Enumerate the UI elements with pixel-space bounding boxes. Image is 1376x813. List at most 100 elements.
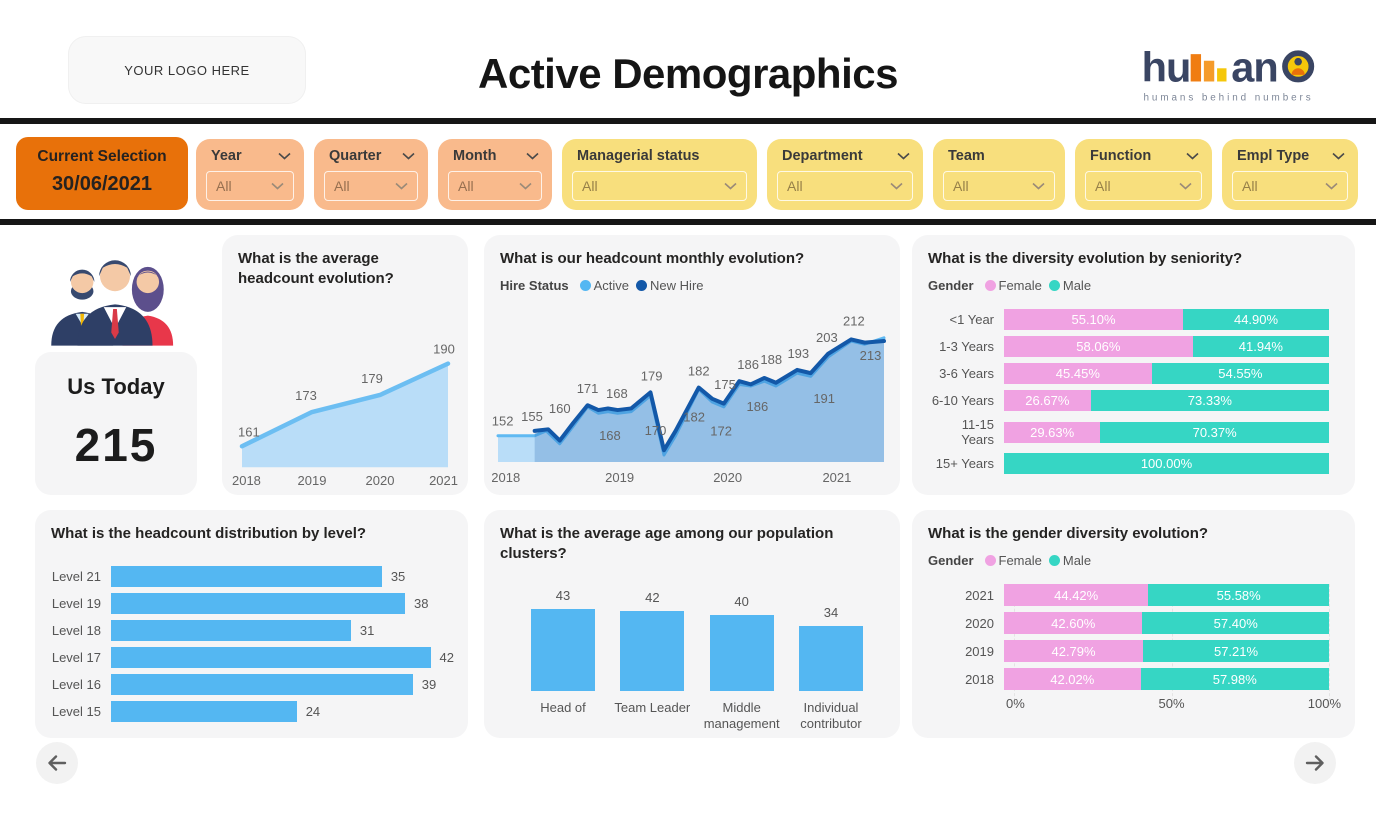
new-hire-area[interactable] [534,339,884,462]
slicer-dropdown[interactable]: All [206,171,294,201]
bar-segment-male[interactable]: 57.21% [1143,640,1329,662]
data-label: 39 [421,677,437,692]
slicer-dropdown[interactable]: All [777,171,913,201]
slicer-header: Function [1075,139,1212,164]
chevron-down-icon[interactable] [519,182,532,190]
next-page-button[interactable] [1294,742,1336,784]
category-label: Individual contributor [800,700,862,731]
bar-segment-male[interactable]: 44.90% [1183,309,1329,330]
brand-text-right: an [1231,43,1278,90]
data-label: 203 [816,330,838,345]
slicer-dropdown[interactable]: All [324,171,418,201]
chart-title: What is the average headcount evolution? [238,250,394,287]
legend-item[interactable]: Male [1048,278,1091,293]
kpi-value: 215 [74,419,158,471]
previous-page-button[interactable] [36,742,78,784]
data-label: 161 [238,424,260,439]
bar[interactable] [111,566,382,587]
slicer-value: All [787,178,803,194]
column-bar[interactable] [531,609,595,691]
chevron-down-icon[interactable] [890,182,903,190]
legend-dot-icon [579,279,591,291]
bar[interactable] [111,647,431,668]
legend-item[interactable]: Female [984,278,1042,293]
chevron-down-icon[interactable] [278,152,291,160]
slicer-dropdown[interactable]: All [943,171,1055,201]
bar-segment-female[interactable]: 42.60% [1004,612,1143,634]
slicer-label: Empl Type [1237,148,1310,164]
column-bar[interactable] [709,615,774,691]
bar[interactable] [111,701,297,722]
slicer-dropdown[interactable]: All [1085,171,1202,201]
legend-title: Hire Status [500,277,569,293]
chevron-down-icon[interactable] [526,152,539,160]
category-label: Level 16 [51,677,101,692]
slicer-label: Function [1090,148,1152,164]
bar-segment-female[interactable]: 45.45% [1004,363,1152,384]
bar-segment-male[interactable]: 70.37% [1100,421,1329,443]
slicer-value: All [1242,178,1258,194]
legend-label: Male [1062,552,1092,568]
data-label: 42 [645,590,660,606]
legend-item[interactable]: Male [1048,552,1092,568]
chart-title: What is the gender diversity evolution? [928,525,1209,542]
slicer-dropdown[interactable]: All [448,171,542,201]
category-label: Level 19 [51,596,101,611]
chevron-down-icon[interactable] [402,152,415,160]
slicer-dropdown[interactable]: All [572,171,747,201]
bar-segment-male[interactable]: 41.94% [1192,336,1329,357]
slicer-dropdown[interactable]: All [1232,171,1348,201]
data-label: 34 [823,605,839,621]
column-bar[interactable] [620,611,685,691]
column-bar[interactable] [798,626,863,691]
slicer-header: Month [438,139,552,164]
page-title: Active Demographics [478,50,898,97]
legend-item[interactable]: Female [984,553,1042,568]
chevron-down-icon[interactable] [897,152,910,160]
data-label: 43 [555,588,571,604]
stacked-bar-row: 6-10 Years 26.67% 73.33% [928,390,1329,411]
active-area[interactable] [498,337,884,462]
chevron-down-icon[interactable] [271,182,284,190]
bar-segment-female[interactable]: 44.42% [1004,584,1149,606]
bar[interactable] [111,620,351,641]
chevron-down-icon[interactable] [395,182,408,190]
x-axis-tick: 100% [1307,696,1341,711]
bar-segment-female[interactable]: 42.79% [1004,640,1144,662]
legend-item[interactable]: Active [579,278,629,293]
bar-segment-female[interactable]: 42.02% [1004,668,1141,690]
legend-item[interactable]: New Hire [636,278,704,293]
slicer-header: Year [196,139,304,164]
data-label: 191 [813,391,835,406]
bar-segment-female[interactable]: 55.10% [1004,309,1184,330]
chevron-down-icon[interactable] [1332,152,1345,160]
new-hire-line[interactable] [532,337,886,453]
bar-segment-male[interactable]: 100.00% [1004,453,1329,474]
bar-segment-female[interactable]: 58.06% [1004,336,1193,357]
slicer-function: Function All [1075,139,1212,210]
arrow-left-icon [48,755,67,771]
bar-segment-male[interactable]: 54.55% [1151,363,1329,384]
kpi-card: Us Today 215 [35,352,197,495]
chevron-down-icon[interactable] [1032,182,1045,190]
area-line[interactable] [239,361,451,449]
category-label: 2021 [965,587,994,603]
chevron-down-icon[interactable] [724,182,737,190]
category-label: 6-10 Years [931,393,994,408]
bar-segment-male[interactable]: 57.40% [1142,612,1329,634]
slicer-header: Department [767,139,923,164]
bar[interactable] [111,674,413,695]
category-label: <1 Year [949,312,994,327]
bar-segment-female[interactable]: 29.63% [1004,421,1101,443]
bar-segment-male[interactable]: 73.33% [1090,390,1329,411]
bar[interactable] [111,593,406,614]
chevron-down-icon[interactable] [1179,182,1192,190]
bar-segment-male[interactable]: 57.98% [1140,668,1329,690]
bar-segment-male[interactable]: 55.58% [1148,584,1329,606]
bar-segment-female[interactable]: 26.67% [1004,390,1091,411]
logo-placeholder: YOUR LOGO HERE [68,36,306,104]
slicer-quarter: Quarter All [314,139,428,210]
area-chart: 161 173 179 190 2018 2019 2020 2021 [230,305,460,491]
chevron-down-icon[interactable] [1325,182,1338,190]
chevron-down-icon[interactable] [1186,152,1199,160]
